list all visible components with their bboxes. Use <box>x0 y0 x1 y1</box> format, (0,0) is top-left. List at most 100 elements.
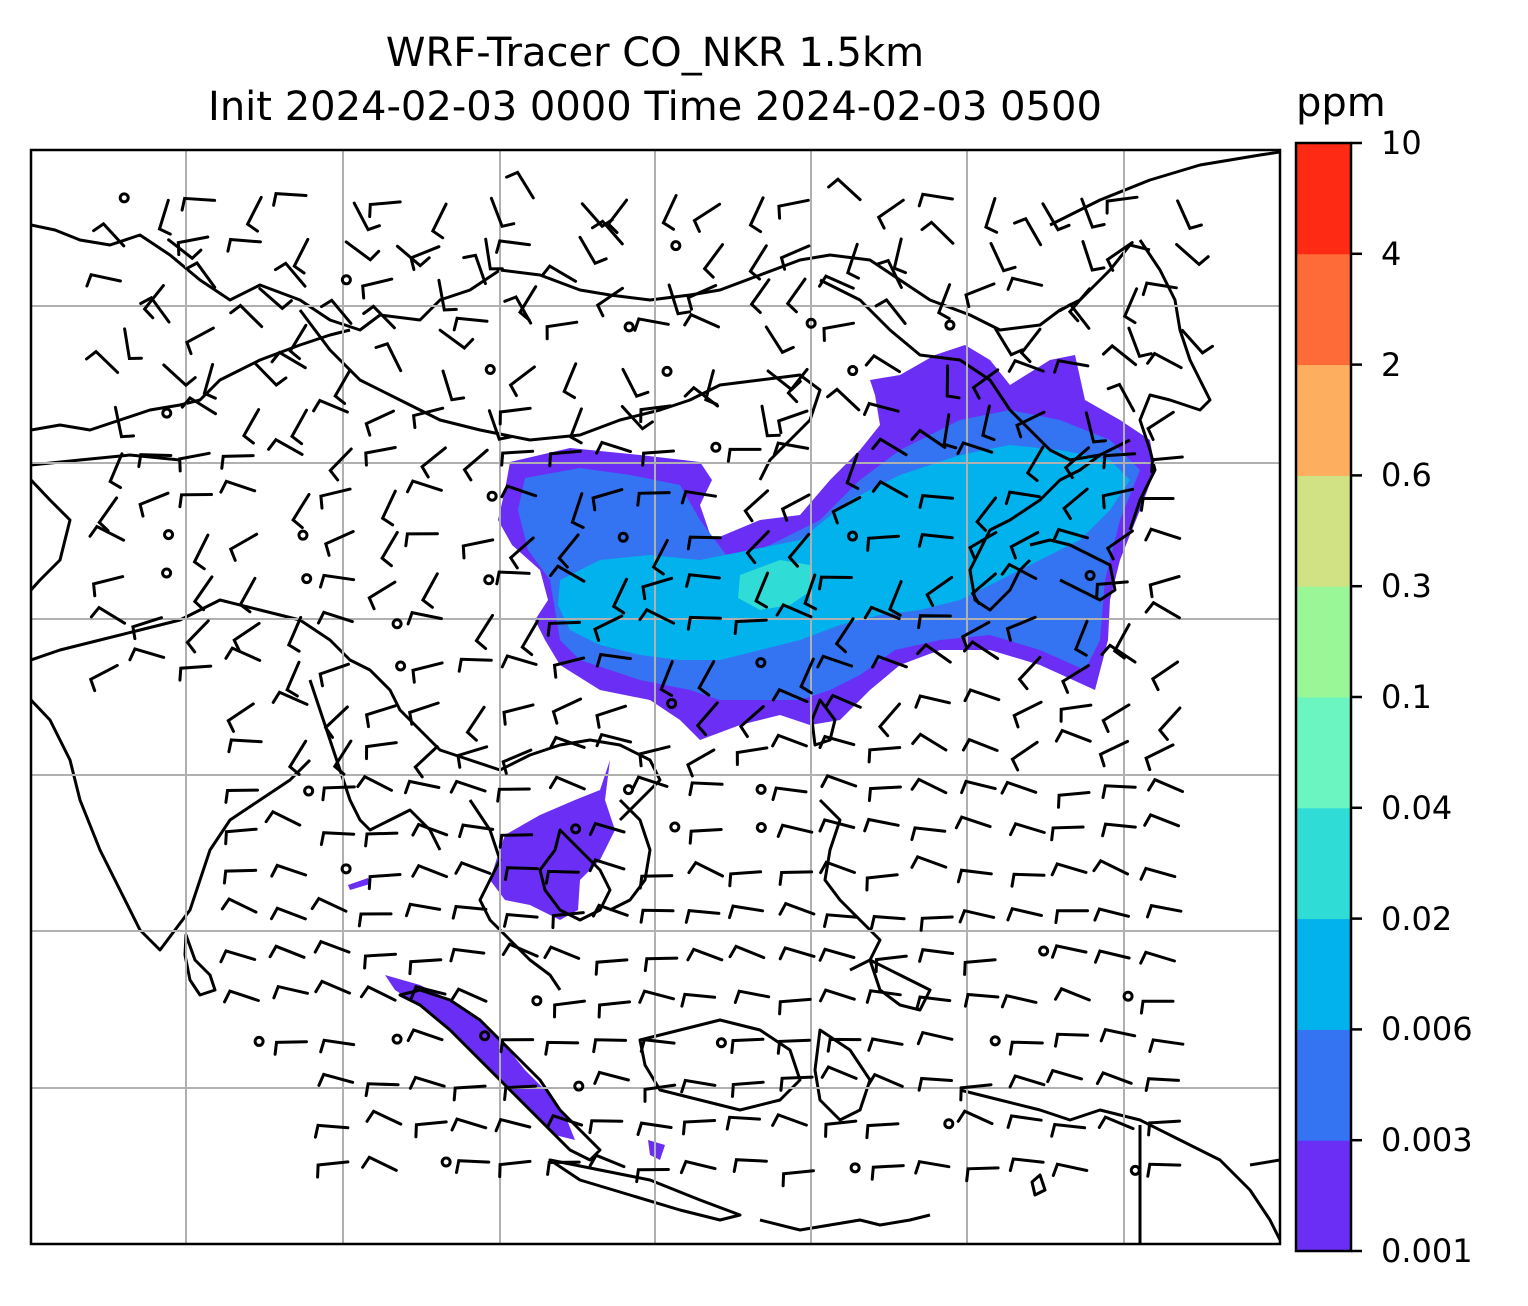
colorbar-tick-label: 0.001 <box>1381 1232 1473 1270</box>
wind-barb <box>499 1038 535 1054</box>
wind-barb <box>826 1037 862 1053</box>
wind-barb <box>413 745 439 779</box>
wind-barb <box>588 1153 626 1169</box>
wind-barb <box>910 428 947 449</box>
wind-barb <box>1073 619 1089 657</box>
wind-barb <box>865 1122 900 1140</box>
wind-barb <box>963 992 1000 1008</box>
wind-barb <box>224 788 259 804</box>
wind-barb <box>686 535 722 551</box>
wind-barb <box>874 954 908 974</box>
wind-barb <box>1112 623 1131 660</box>
wind-barb <box>780 493 811 522</box>
wind-barb <box>1101 822 1137 838</box>
wind-barb <box>1144 1077 1180 1092</box>
wind-barb <box>591 903 629 918</box>
wind-barb <box>180 395 217 416</box>
wind-barb <box>971 368 1000 400</box>
wind-barb <box>88 663 119 693</box>
wind-barb <box>85 349 120 374</box>
wind-barb <box>785 277 807 314</box>
wind-barb <box>680 489 717 505</box>
wind-barb <box>520 619 539 657</box>
wind-barb <box>364 831 399 848</box>
tracer-indochina <box>490 760 615 920</box>
wind-barb <box>1009 531 1040 560</box>
wind-barb <box>313 1123 350 1139</box>
wind-barb <box>778 946 816 961</box>
wind-barb <box>501 748 533 775</box>
wind-barb <box>457 657 493 673</box>
wind-barb <box>184 261 217 289</box>
wind-barb <box>361 1155 398 1172</box>
wind-barb <box>502 703 535 726</box>
wind-barb <box>452 316 489 332</box>
wind-barb <box>1101 703 1131 733</box>
wind-barb <box>743 489 770 523</box>
wind-barb <box>508 536 535 570</box>
wind-barb <box>365 1109 403 1126</box>
wind-barb <box>137 453 173 468</box>
gridlines <box>31 150 1280 1244</box>
wind-barb <box>407 701 440 726</box>
wind-barb <box>1012 700 1043 729</box>
colorbar-frame <box>1294 141 1353 1253</box>
colorbar-tick-label: 4 <box>1381 234 1402 273</box>
calm-wind-marker <box>1122 990 1134 1002</box>
wind-barb <box>450 987 488 1003</box>
wind-barb <box>1099 1027 1137 1043</box>
wind-barb <box>638 745 671 768</box>
wind-barb <box>1101 784 1137 799</box>
wind-barb <box>1093 907 1130 922</box>
wind-barb <box>487 409 513 441</box>
wind-barb <box>449 779 487 794</box>
wind-barb <box>591 488 624 512</box>
wind-barb <box>270 350 307 370</box>
wind-barb <box>820 774 858 788</box>
colorbar-tick-label: 0.02 <box>1381 899 1453 938</box>
wind-barb <box>945 364 961 400</box>
wind-barb <box>867 746 902 764</box>
wind-barb <box>441 369 466 402</box>
wind-barb <box>245 195 263 233</box>
wind-barb <box>956 1109 994 1126</box>
wind-barb <box>876 198 905 230</box>
wind-barb <box>1054 728 1092 743</box>
wind-barb <box>220 454 255 470</box>
wind-barb <box>227 738 263 754</box>
tracer-speck-2 <box>648 1140 665 1160</box>
wind-barb <box>639 1038 676 1053</box>
wind-barb <box>409 245 441 271</box>
calm-wind-marker <box>670 240 682 252</box>
wind-barb <box>1008 1157 1045 1173</box>
wind-barb <box>975 496 997 532</box>
wind-barb <box>779 244 811 271</box>
wind-barb <box>917 192 954 208</box>
wind-barb <box>960 620 991 650</box>
map-frame <box>29 148 1282 1246</box>
wind-barb <box>970 572 997 606</box>
wind-barb <box>404 779 441 795</box>
wind-barb <box>500 449 535 467</box>
wind-barb <box>1000 780 1038 795</box>
wind-barb <box>1081 240 1106 272</box>
wind-barb <box>270 906 307 921</box>
wind-barb <box>593 1070 630 1085</box>
wind-barb <box>799 657 815 695</box>
wind-barb <box>636 1121 673 1136</box>
wind-barb <box>771 733 808 748</box>
calm-wind-marker <box>391 618 403 630</box>
wind-barb <box>202 362 217 400</box>
wind-barb <box>97 496 119 533</box>
wind-barb <box>546 1113 584 1128</box>
wind-barb <box>192 533 210 571</box>
wind-barb <box>1105 529 1134 561</box>
wind-barb <box>408 958 443 976</box>
chart-title-line1: WRF-Tracer CO_NKR 1.5km <box>385 30 925 76</box>
wind-barb <box>606 198 629 235</box>
wind-barb <box>633 317 670 332</box>
wind-barb <box>870 1164 905 1181</box>
wind-barb <box>1080 197 1106 229</box>
wind-barb <box>1175 243 1210 267</box>
wind-barb <box>874 297 907 325</box>
